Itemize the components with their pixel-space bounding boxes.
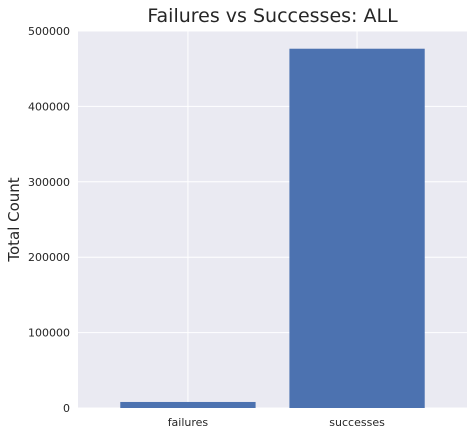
- y-tick-label: 400000: [28, 100, 70, 113]
- y-tick-label: 300000: [28, 176, 70, 189]
- bar-failures: [120, 401, 256, 408]
- y-tick-label: 500000: [28, 25, 70, 38]
- bar-successes: [289, 48, 425, 409]
- x-axis-ticks: failures successes: [168, 416, 385, 429]
- chart-title: Failures vs Successes: ALL: [147, 5, 398, 27]
- x-tick-label: successes: [329, 416, 385, 429]
- y-axis-label: Total Count: [5, 177, 23, 262]
- y-tick-label: 200000: [28, 251, 70, 264]
- x-tick-label: failures: [168, 416, 209, 429]
- y-axis-ticks: 0 100000 200000 300000 400000 500000: [28, 25, 70, 415]
- bars: [120, 48, 425, 409]
- y-tick-label: 100000: [28, 327, 70, 340]
- y-tick-label: 0: [63, 402, 70, 415]
